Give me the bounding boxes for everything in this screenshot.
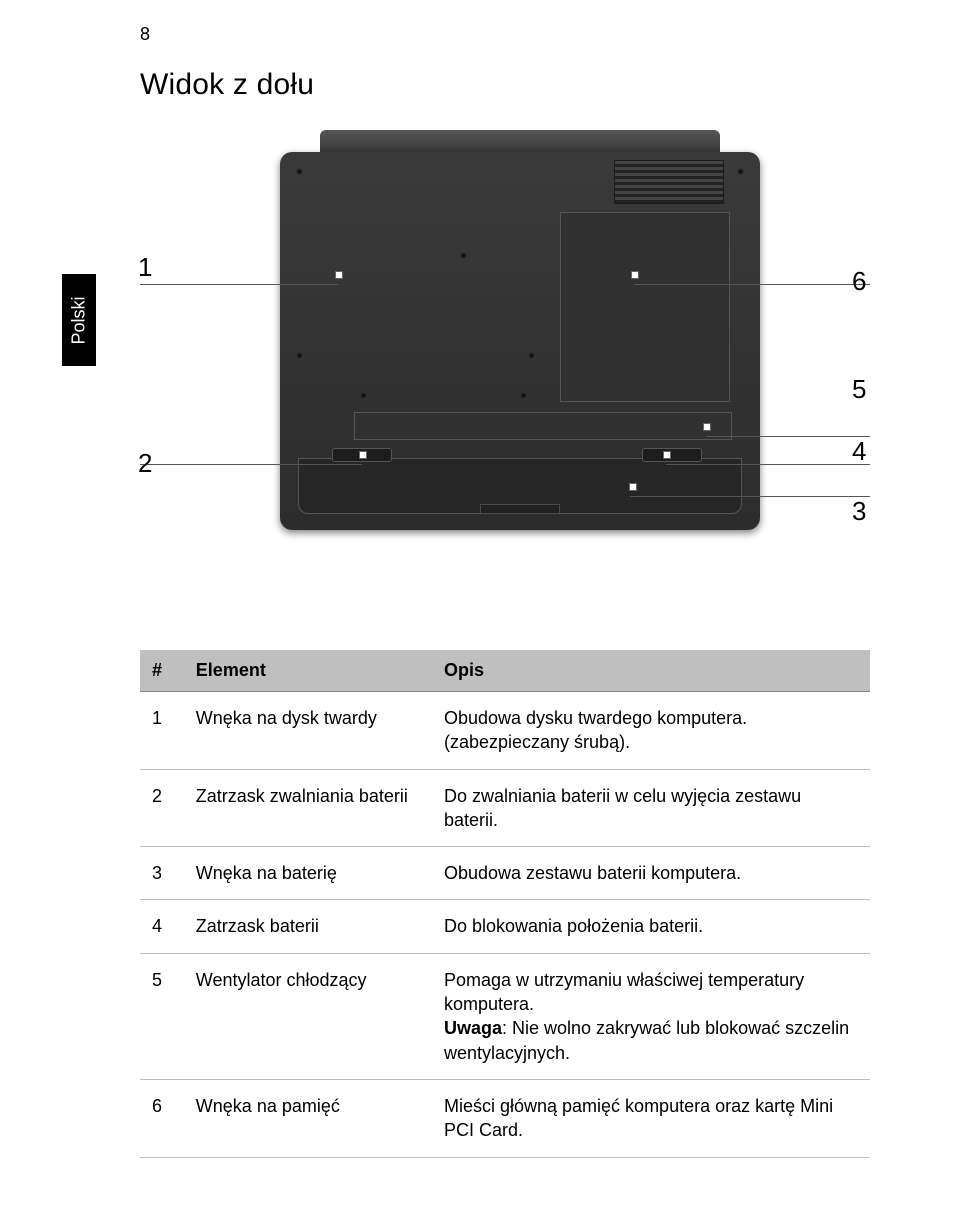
cell-element: Wnęka na pamięć: [184, 1079, 432, 1157]
callout-4: 4: [852, 436, 866, 467]
cell-element: Wentylator chłodzący: [184, 953, 432, 1079]
th-element: Element: [184, 650, 432, 692]
table-row: 3 Wnęka na baterię Obudowa zestawu bater…: [140, 847, 870, 900]
cell-element: Wnęka na baterię: [184, 847, 432, 900]
th-opis: Opis: [432, 650, 870, 692]
cell-num: 2: [140, 769, 184, 847]
table-row: 1 Wnęka na dysk twardy Obudowa dysku twa…: [140, 692, 870, 770]
cell-num: 5: [140, 953, 184, 1079]
cell-desc: Obudowa dysku twardego komputera. (zabez…: [432, 692, 870, 770]
page-number: 8: [140, 24, 150, 45]
laptop-illustration: [280, 130, 760, 550]
page-title: Widok z dołu: [140, 68, 870, 102]
cell-num: 4: [140, 900, 184, 953]
callout-1: 1: [138, 252, 152, 283]
cell-element: Zatrzask baterii: [184, 900, 432, 953]
cell-desc: Do blokowania położenia baterii.: [432, 900, 870, 953]
cell-element: Zatrzask zwalniania baterii: [184, 769, 432, 847]
components-table: # Element Opis 1 Wnęka na dysk twardy Ob…: [140, 650, 870, 1158]
cell-desc: Pomaga w utrzymaniu właściwej temperatur…: [432, 953, 870, 1079]
language-tab-label: Polski: [69, 296, 90, 344]
laptop-bottom-diagram: 1 2 6 5 4 3: [140, 120, 870, 590]
callout-5: 5: [852, 374, 866, 405]
callout-3: 3: [852, 496, 866, 527]
callout-2: 2: [138, 448, 152, 479]
cell-desc: Mieści główną pamięć komputera oraz kart…: [432, 1079, 870, 1157]
language-tab: Polski: [62, 274, 96, 366]
cell-desc: Do zwalniania baterii w celu wyjęcia zes…: [432, 769, 870, 847]
cell-num: 1: [140, 692, 184, 770]
table-header-row: # Element Opis: [140, 650, 870, 692]
table-row: 2 Zatrzask zwalniania baterii Do zwalnia…: [140, 769, 870, 847]
table-row: 4 Zatrzask baterii Do blokowania położen…: [140, 900, 870, 953]
callout-6: 6: [852, 266, 866, 297]
document-page: 8 Widok z dołu Polski: [0, 0, 960, 1205]
th-hash: #: [140, 650, 184, 692]
table-row: 5 Wentylator chłodzący Pomaga w utrzyman…: [140, 953, 870, 1079]
cell-num: 3: [140, 847, 184, 900]
table-row: 6 Wnęka na pamięć Mieści główną pamięć k…: [140, 1079, 870, 1157]
cell-desc: Obudowa zestawu baterii komputera.: [432, 847, 870, 900]
cell-num: 6: [140, 1079, 184, 1157]
cell-element: Wnęka na dysk twardy: [184, 692, 432, 770]
